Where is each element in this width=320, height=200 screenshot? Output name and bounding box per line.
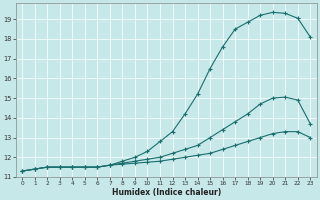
X-axis label: Humidex (Indice chaleur): Humidex (Indice chaleur)	[112, 188, 221, 197]
